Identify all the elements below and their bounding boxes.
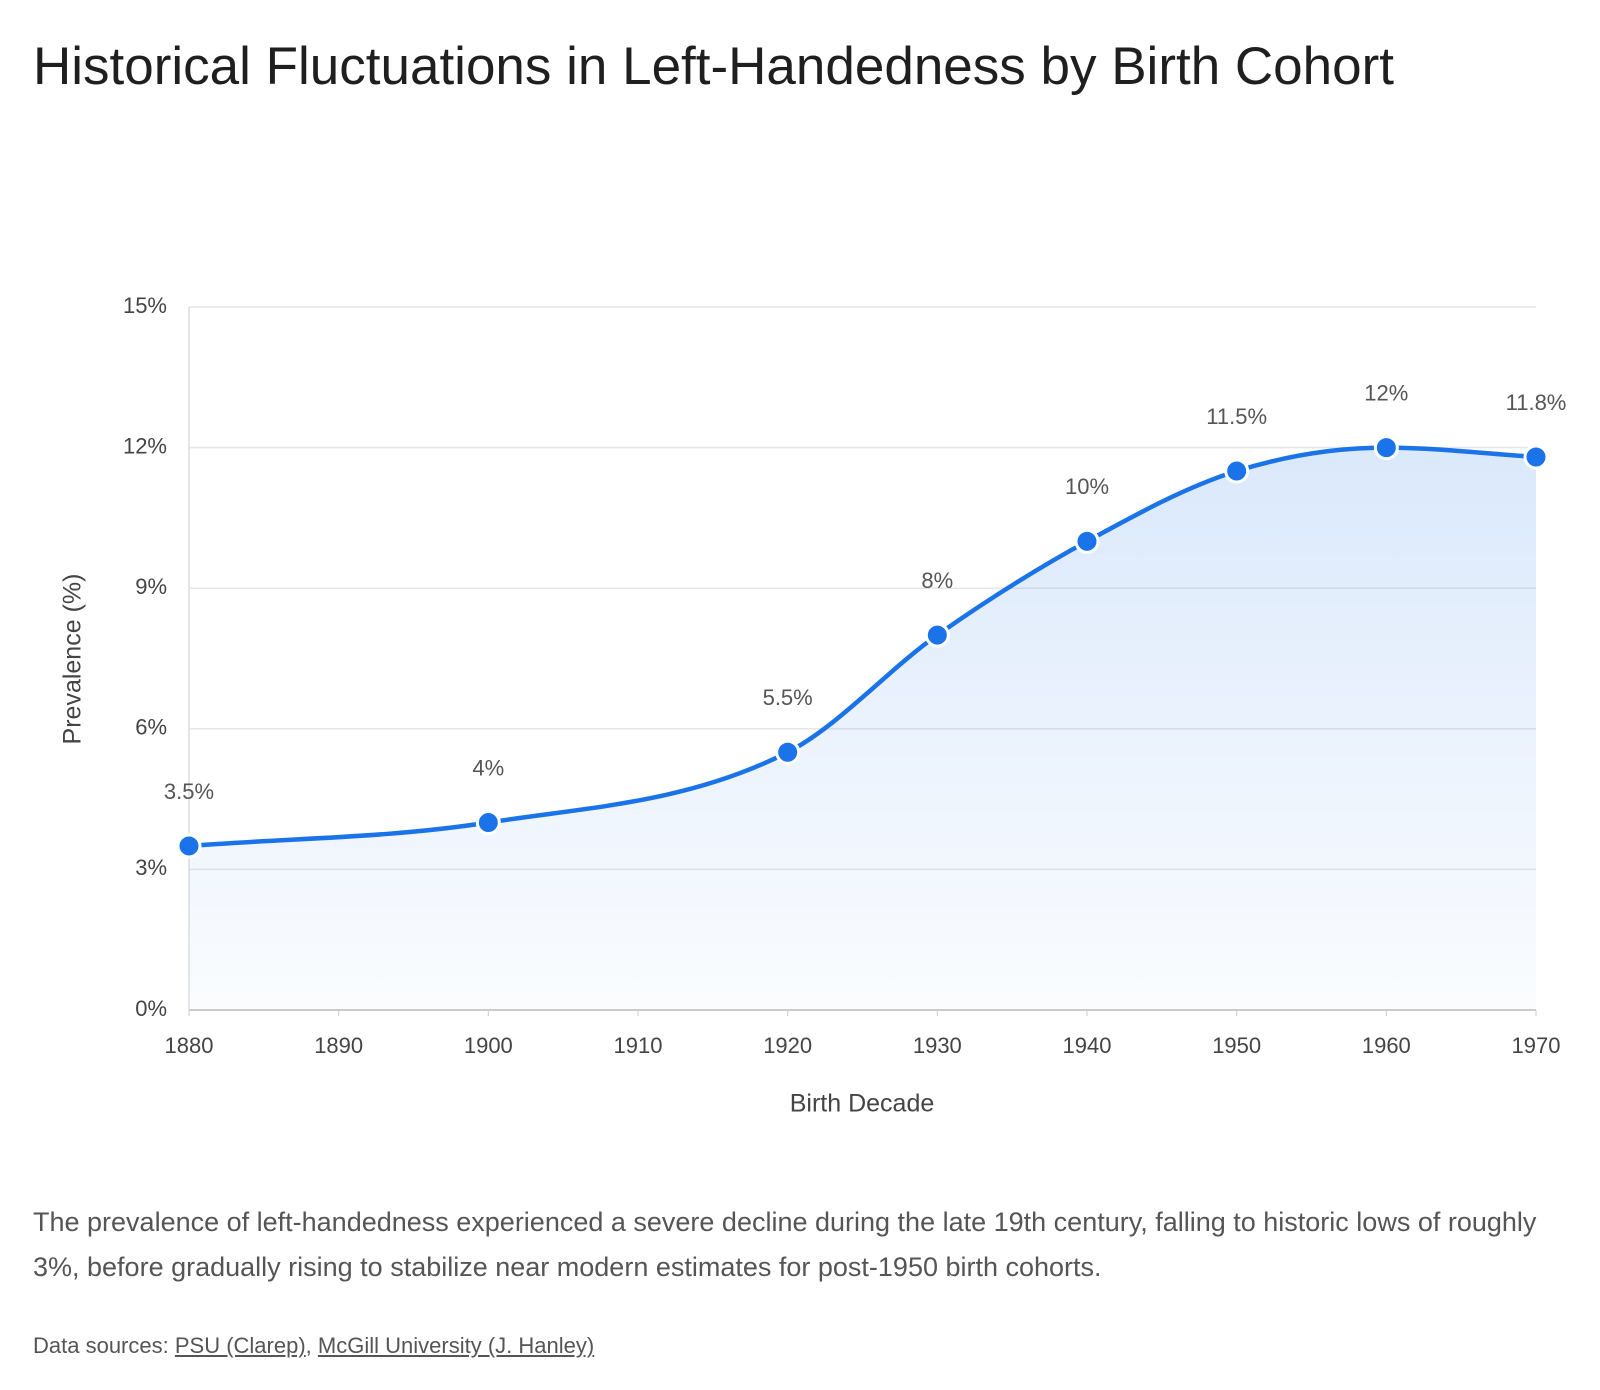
separator: , [305,1333,312,1358]
x-tick-label: 1880 [165,1033,214,1058]
chart-title: Historical Fluctuations in Left-Handedne… [33,37,1394,96]
x-axis-title: Birth Decade [790,1090,935,1118]
point [1373,435,1399,461]
grid: 0% 3% 6% 9% 12% 15% 1880 1890 1900 1910 1920 1930 19… [123,293,1561,1058]
description: The prevalence of left-handedness experi… [33,1207,1537,1282]
point [775,739,801,765]
point [1224,458,1250,484]
x-tick-label: 1910 [614,1033,663,1058]
x-tick-label: 1900 [464,1033,513,1058]
chart: 0% 3% 6% 9% 12% 15% 1880 1890 1900 1910 1920 1930 19… [59,293,1567,1118]
data-label: 4% [472,755,504,780]
data-label: 11.5% [1206,404,1267,429]
x-tick-label: 1920 [763,1033,812,1058]
sources: Data sources: PSU (Clarep), McGill Unive… [33,1333,594,1359]
y-tick-label: 3% [135,855,167,880]
y-tick-label: 6% [135,715,167,740]
area [189,447,1536,1011]
source-link[interactable]: PSU (Clarep) [174,1333,306,1358]
x-tick-label: 1970 [1512,1033,1561,1058]
x-tick-label: 1950 [1212,1033,1261,1058]
data-label: 8% [921,568,953,593]
y-axis-title: Prevalence (%) [59,574,87,745]
y-tick-label: 15% [123,293,167,318]
data-label: 3.5% [164,779,214,804]
x-tick-label: 1890 [314,1033,363,1058]
point [176,833,202,859]
data-label: 5.5% [763,685,813,710]
y-tick-label: 0% [135,996,167,1021]
x-tick-label: 1940 [1063,1033,1112,1058]
plot: 3.5% 4% 5.5% 8% 10% 11.5% 12% 11.8% [164,380,1567,1011]
source-link[interactable]: McGill University (J. Hanley) [317,1333,595,1358]
x-tick-label: 1930 [913,1033,962,1058]
y-tick-label: 9% [135,574,167,599]
y-tick-label: 12% [123,433,167,458]
data-label: 11.8% [1506,390,1567,415]
data-label: 12% [1364,380,1408,405]
point [1074,528,1100,554]
point [475,810,501,836]
point [924,622,950,648]
x-tick-label: 1960 [1362,1033,1411,1058]
data-label: 10% [1065,474,1109,499]
sources-label: Data sources: [33,1333,169,1358]
point [1523,444,1549,470]
